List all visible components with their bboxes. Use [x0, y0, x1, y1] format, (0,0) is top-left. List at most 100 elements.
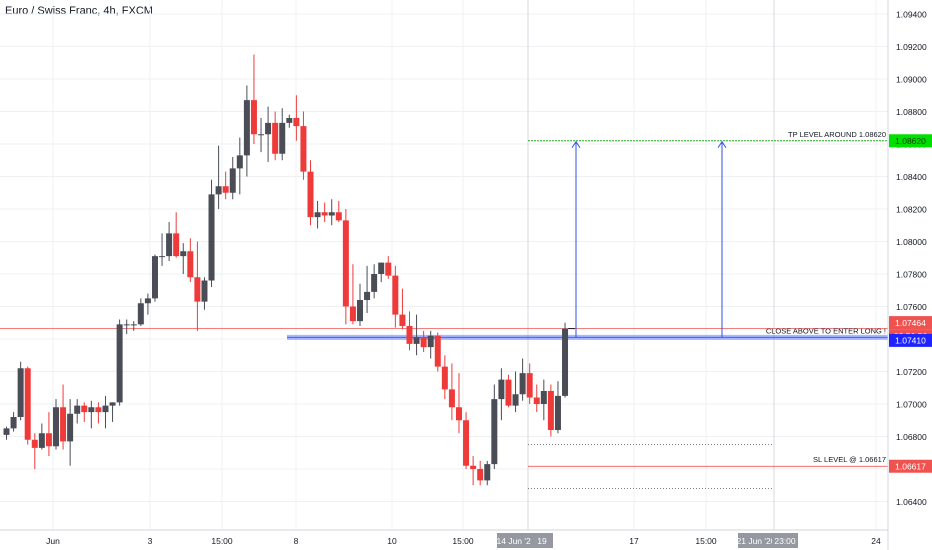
price-tick-label: 1.07200 — [896, 367, 927, 377]
candle-down — [335, 212, 342, 221]
time-highlight-badge — [738, 533, 774, 548]
candle-up — [229, 168, 236, 193]
candle-up — [123, 324, 130, 326]
candle-down — [307, 171, 314, 218]
candle-up — [243, 100, 250, 156]
candle-down — [399, 314, 406, 326]
candle-up — [279, 122, 286, 154]
candle-down — [95, 407, 102, 413]
candle-up — [116, 324, 123, 403]
entry-badge-text: 1.07410 — [895, 336, 926, 346]
annotation-lines: CLOSE ABOVE TO ENTER LONG ! TP LEVEL AROU… — [0, 130, 888, 489]
price-axis: 1.094001.092001.090001.088001.086001.084… — [896, 10, 927, 508]
candle-up — [314, 212, 321, 218]
candle-up — [166, 233, 173, 257]
tp-label: TP LEVEL AROUND 1.08620 — [788, 130, 886, 139]
candle-up — [378, 262, 385, 274]
candle-down — [477, 469, 484, 481]
candle-up — [151, 256, 158, 299]
last-price-badge-text: 1.07464 — [895, 318, 926, 328]
candle-down — [470, 465, 477, 469]
candle-down — [505, 379, 512, 406]
candle-down — [441, 366, 448, 390]
candle-down — [272, 122, 279, 154]
target-arrow-head — [717, 140, 727, 149]
time-tick-label: 15:00 — [452, 536, 474, 546]
candle-up — [88, 407, 95, 413]
sl-badge-text: 1.06617 — [895, 462, 926, 472]
candle-up — [554, 395, 561, 430]
price-tick-label: 1.07800 — [896, 270, 927, 280]
candle-up — [512, 394, 519, 406]
time-tick-label: 8 — [294, 536, 299, 546]
target-arrow-head — [571, 140, 581, 149]
candle-down — [45, 433, 52, 447]
candle-down — [222, 186, 229, 193]
candle-down — [293, 118, 300, 127]
candle-up — [371, 274, 378, 292]
sl-badge — [889, 459, 932, 473]
candle-down — [173, 233, 180, 257]
candle-up — [130, 324, 137, 326]
grid — [0, 0, 888, 530]
tp-badge — [889, 134, 932, 148]
candle-up — [258, 134, 265, 136]
candle-down — [406, 326, 413, 344]
price-tick-label: 1.06400 — [896, 497, 927, 507]
candle-down — [349, 306, 356, 322]
candle-up — [74, 405, 81, 414]
candle-down — [24, 368, 31, 440]
candle-up — [180, 251, 187, 257]
candle-down — [194, 277, 201, 302]
time-tick-label: 15:00 — [695, 536, 717, 546]
candle-up — [519, 373, 526, 395]
candle-down — [533, 397, 540, 404]
candle-up — [17, 368, 24, 417]
candle-down — [448, 389, 455, 408]
candle-up — [357, 300, 363, 322]
sl-label: SL LEVEL @ 1.06617 — [813, 455, 886, 464]
price-tick-label: 1.09000 — [896, 75, 927, 85]
time-axis: Jun 3 15:00 8 10 15:00 17 15:00 24 14 Jun '20 19 21… — [46, 533, 881, 548]
candle-up — [67, 413, 74, 442]
price-tick-label: 1.08400 — [896, 172, 927, 182]
last-price-badge — [889, 316, 932, 330]
time-highlight-label: 23:00 — [774, 536, 796, 546]
time-highlight-label: 21 Jun '20 — [737, 536, 776, 546]
time-tick-label: 17 — [629, 536, 639, 546]
price-tick-label: 1.08800 — [896, 107, 927, 117]
candles — [3, 54, 576, 486]
time-highlight-badge — [497, 533, 535, 548]
price-tick-label: 1.09200 — [896, 42, 927, 52]
price-tick-label: 1.09400 — [896, 10, 927, 20]
candle-down — [300, 126, 307, 172]
candle-up — [265, 122, 272, 135]
candle-down — [455, 407, 462, 421]
candle-up — [137, 303, 144, 325]
candle-down — [420, 337, 427, 348]
candle-up — [109, 402, 116, 406]
candle-up — [3, 428, 10, 435]
candle-down — [342, 220, 349, 307]
arrows — [571, 140, 727, 338]
time-highlight-badge — [531, 533, 553, 548]
candle-down — [250, 100, 257, 135]
candle-up — [286, 118, 293, 123]
candle-up — [201, 280, 208, 302]
candle-up — [562, 328, 569, 396]
time-highlight-badge — [772, 533, 798, 548]
candle-up — [236, 155, 243, 169]
time-tick-label: Jun — [46, 536, 60, 546]
candle-up — [328, 212, 335, 216]
candle-down — [187, 251, 194, 278]
price-tick-label: 1.08200 — [896, 205, 927, 215]
time-tick-label: 24 — [871, 536, 881, 546]
time-highlight-label: 19 — [537, 536, 547, 546]
candle-up — [498, 379, 505, 400]
candle-down — [31, 439, 38, 448]
candle-down — [60, 407, 67, 442]
price-tick-label: 1.08000 — [896, 237, 927, 247]
candle-down — [81, 405, 88, 413]
time-tick-label: 15:00 — [211, 536, 233, 546]
